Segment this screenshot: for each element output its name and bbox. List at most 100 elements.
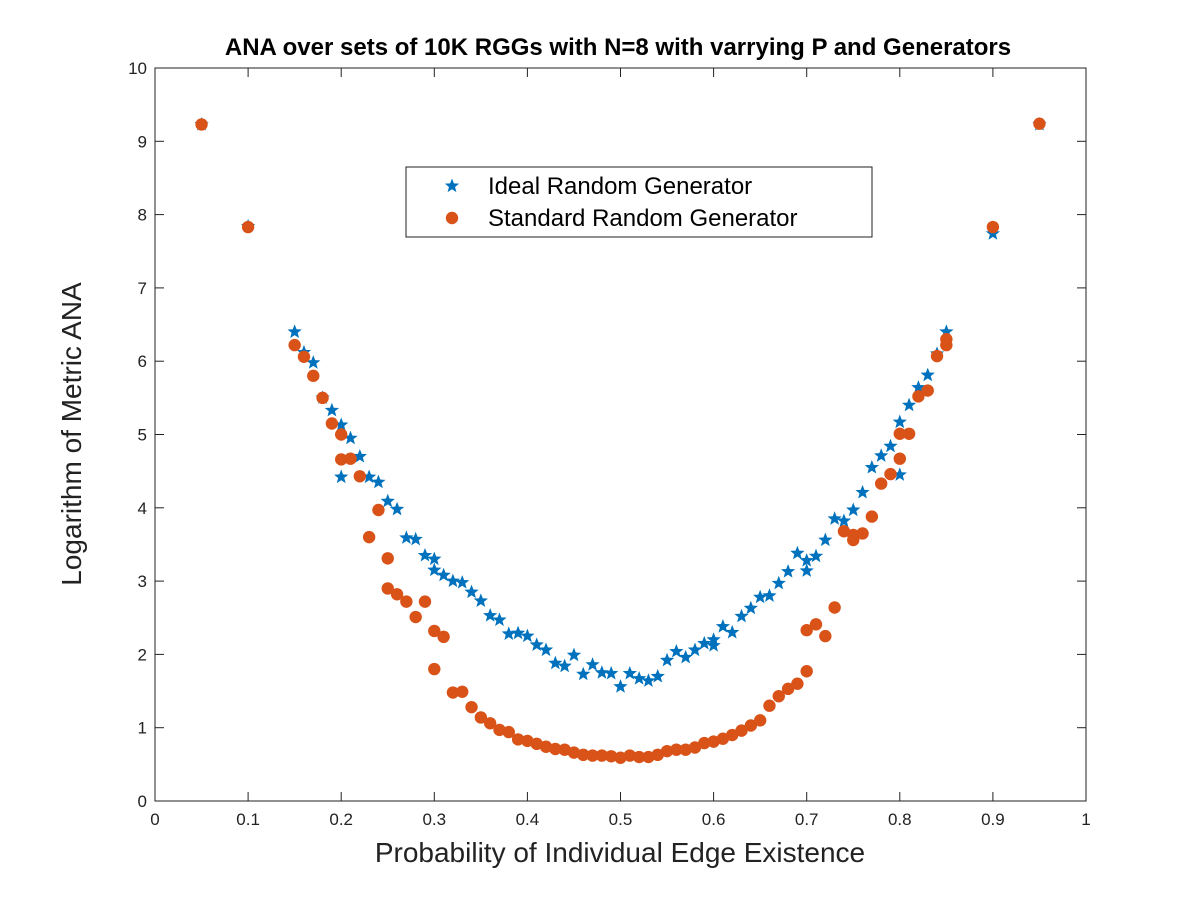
data-point-star	[911, 380, 926, 394]
data-point-star	[901, 397, 917, 412]
data-point-circle	[623, 749, 637, 762]
y-tick-label: 8	[138, 206, 147, 225]
legend-box	[405, 166, 873, 238]
data-point-circle	[893, 452, 906, 465]
data-point-circle	[335, 453, 348, 466]
data-point-star	[743, 600, 758, 615]
data-point-star	[464, 584, 479, 599]
data-point-circle	[837, 525, 851, 538]
data-point-circle	[353, 470, 367, 483]
data-point-circle	[800, 624, 813, 637]
data-point-circle	[288, 338, 301, 352]
y-tick-label: 10	[128, 59, 147, 78]
data-point-star	[492, 612, 507, 627]
data-point-circle	[344, 452, 357, 465]
data-point-star	[706, 638, 721, 652]
data-point-circle	[716, 732, 730, 745]
data-point-circle	[418, 595, 432, 608]
data-point-circle	[791, 677, 804, 690]
data-point-circle	[679, 743, 692, 756]
data-point-star	[659, 652, 675, 667]
data-point-circle	[390, 588, 404, 601]
data-point-star	[445, 573, 461, 588]
data-point-star	[455, 575, 470, 589]
axis-ticks: 0 0.1 0.2 0.3 0.4 0.5 0.6 0.7 0.8 0.9 101234567891…	[128, 59, 1091, 829]
data-point-circle	[856, 527, 869, 540]
x-tick-label: 0.4	[516, 810, 540, 829]
data-point-star	[697, 635, 712, 650]
data-point-circle	[446, 686, 460, 699]
data-point-circle	[670, 743, 683, 756]
x-tick-label: 0	[150, 810, 159, 829]
data-point-circle	[428, 624, 441, 638]
data-point-star	[780, 564, 796, 578]
data-point-star	[687, 642, 703, 657]
data-point-star	[324, 402, 340, 417]
data-point-circle	[688, 741, 702, 754]
chart-title: ANA over sets of 10K RGGs with N=8 with …	[225, 34, 1011, 61]
data-point-circle	[335, 428, 348, 441]
data-point-circle	[511, 733, 525, 746]
y-tick-label: 0	[138, 792, 147, 811]
data-point-circle	[362, 530, 376, 544]
data-point-star	[352, 448, 367, 463]
data-point-circle	[604, 750, 618, 763]
data-point-circle	[726, 728, 739, 742]
data-point-star	[631, 671, 647, 685]
data-point-star	[892, 414, 907, 429]
series-standard	[195, 117, 1046, 764]
data-point-star	[389, 501, 405, 516]
data-point-circle	[893, 427, 906, 440]
data-point-star	[436, 567, 451, 582]
data-point-star	[557, 658, 572, 673]
data-point-circle	[381, 552, 394, 565]
data-point-circle	[521, 734, 534, 748]
data-point-circle	[781, 682, 795, 696]
data-point-circle	[632, 750, 646, 764]
data-point-star	[334, 469, 349, 484]
y-tick-label: 5	[138, 426, 147, 445]
data-point-circle	[586, 749, 599, 762]
x-tick-label: 0.5	[609, 810, 633, 829]
data-point-circle	[577, 748, 590, 762]
data-point-circle	[651, 748, 664, 762]
data-point-star	[790, 545, 805, 560]
data-point-circle	[465, 700, 478, 714]
data-point-star	[874, 448, 889, 462]
y-tick-label: 6	[138, 352, 147, 371]
data-point-circle	[502, 725, 515, 739]
data-point-star	[501, 626, 516, 640]
x-tick-label: 0.1	[236, 810, 260, 829]
data-point-star	[771, 575, 786, 590]
data-point-circle	[642, 750, 655, 764]
data-point-circle	[847, 528, 860, 542]
data-point-circle	[428, 662, 441, 676]
data-point-circle	[567, 746, 581, 759]
y-tick-label: 4	[138, 499, 147, 518]
data-point-circle	[884, 467, 897, 481]
data-point-star	[371, 474, 386, 489]
legend-marker-ideal	[444, 178, 460, 193]
data-point-star	[622, 665, 637, 680]
data-point-circle	[800, 665, 813, 678]
legend-star-marker	[444, 178, 460, 193]
data-point-circle	[493, 723, 506, 737]
x-tick-label: 0.9	[981, 810, 1005, 829]
data-point-circle	[241, 220, 255, 234]
data-point-circle	[400, 595, 413, 608]
data-point-circle	[409, 610, 422, 624]
x-tick-label: 0.8	[888, 810, 912, 829]
y-tick-label: 2	[138, 645, 147, 664]
data-point-star	[753, 589, 768, 604]
data-point-circle	[930, 349, 944, 363]
legend: Ideal Random Generator Standard Random G…	[405, 166, 873, 238]
data-point-star	[818, 532, 833, 547]
data-point-circle	[940, 333, 953, 346]
data-point-star	[864, 459, 879, 474]
data-point-circle	[316, 391, 329, 405]
data-point-star	[939, 324, 954, 338]
data-point-star	[520, 628, 535, 643]
data-point-circle	[698, 736, 711, 750]
data-point-circle	[558, 743, 571, 756]
data-point-star	[548, 655, 563, 670]
